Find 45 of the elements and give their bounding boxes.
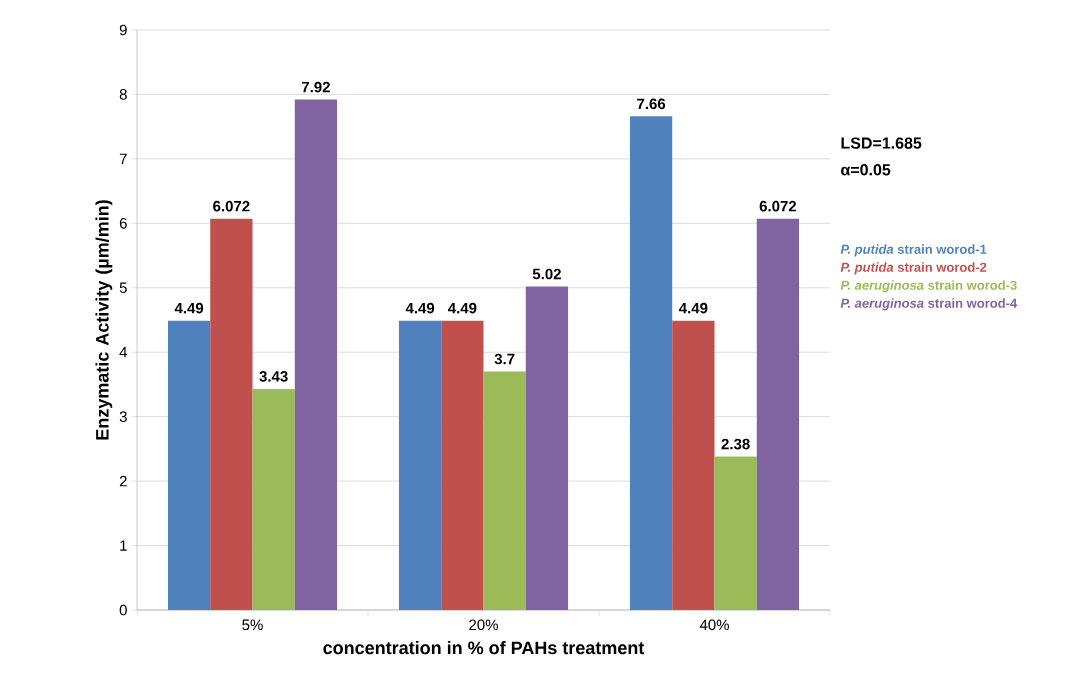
y-tick-label: 9 [119,24,127,36]
y-axis-title: Enzymatic Activity (µm/min) [95,200,113,440]
y-tick-label: 7 [119,153,127,165]
data-label: 4.49 [405,302,435,314]
y-tick-label: 5 [119,282,127,293]
y-tick-label: 6 [119,218,127,229]
x-tick-label: 40% [699,619,729,631]
y-tick-label: 1 [120,540,127,551]
bar [252,388,295,610]
data-label: 6.072 [213,200,250,212]
text: LSD=1.685 [841,137,922,149]
bar [167,320,211,610]
y-tick-label: 4 [119,347,128,358]
bar [629,116,673,610]
data-label: 7.66 [637,98,666,110]
data-label: 4.49 [174,302,204,314]
bar [398,320,442,610]
data-label: 6.072 [759,200,797,212]
x-axis-title: concentration in % of PAHs treatment [323,641,645,655]
bar [525,286,569,610]
x-tick-label: 20% [469,619,498,631]
bar [756,218,800,610]
data-label: 2.38 [721,438,750,450]
bar [441,320,484,610]
data-label: 4.49 [678,302,708,314]
text: α=0.05 [841,164,891,176]
data-label: 7.92 [301,81,330,93]
bar [210,218,253,610]
x-tick-label: 5% [242,619,263,631]
y-tick-label: 8 [119,89,127,100]
bar [672,320,715,610]
bar [714,456,757,610]
y-tick-label: 3 [119,411,127,422]
y-tick-label: 0 [119,604,127,616]
data-label: 4.49 [447,302,477,314]
bar [294,99,338,610]
data-label: 3.43 [259,371,288,382]
text: P. aeruginosa strain worod-4 [840,298,1018,311]
text: P. putida strain worod-2 [840,262,987,275]
text: P. aeruginosa strain worod-3 [840,280,1017,293]
data-label: 5.02 [532,268,561,280]
y-tick-label: 2 [119,475,127,487]
bar [483,371,526,610]
text: P. putida strain worod-1 [840,244,987,257]
data-label: 3.7 [494,353,515,365]
